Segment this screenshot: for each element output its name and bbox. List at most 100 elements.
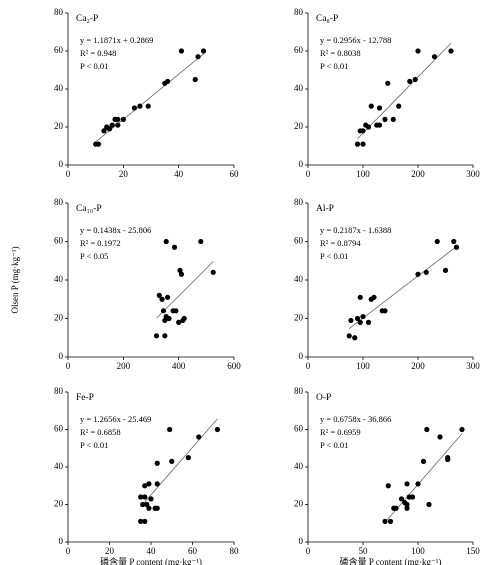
point xyxy=(198,238,204,245)
point xyxy=(451,238,457,245)
x-tick-label: 20 xyxy=(119,169,129,179)
point xyxy=(185,455,191,461)
point xyxy=(437,434,443,440)
point xyxy=(387,518,394,524)
point xyxy=(415,481,421,487)
point xyxy=(368,103,374,109)
annotation: R² = 0.8038 xyxy=(320,48,361,58)
x-tick-label: 60 xyxy=(188,546,198,556)
x-tick-label: 150 xyxy=(466,546,480,556)
point xyxy=(169,458,175,464)
point xyxy=(360,141,366,147)
point xyxy=(459,426,465,433)
x-tick-label: 60 xyxy=(230,169,240,179)
point xyxy=(376,105,383,111)
point xyxy=(404,501,410,508)
x-tick-label: 40 xyxy=(174,169,184,179)
point xyxy=(148,496,154,502)
x-tick-label: 100 xyxy=(356,361,370,371)
y-tick-label: 40 xyxy=(54,274,64,284)
point xyxy=(178,271,185,277)
point xyxy=(434,238,440,245)
point xyxy=(101,128,107,134)
panel-title: Fe-P xyxy=(76,393,94,403)
y-tick-label: 0 xyxy=(299,536,304,546)
y-tick-label: 0 xyxy=(299,351,304,361)
point xyxy=(365,124,372,130)
y-tick-label: 80 xyxy=(54,197,64,207)
point xyxy=(196,434,202,440)
point xyxy=(431,54,438,60)
point xyxy=(192,76,198,83)
trend-line xyxy=(349,246,457,329)
panel-title: Ca₁₀-P xyxy=(76,204,102,214)
point xyxy=(176,319,182,325)
point xyxy=(357,319,363,325)
point xyxy=(165,294,171,300)
y-tick-label: 0 xyxy=(299,159,304,169)
point xyxy=(393,505,399,511)
point xyxy=(352,335,358,341)
point xyxy=(142,494,148,500)
y-tick-label: 40 xyxy=(294,83,304,93)
point xyxy=(120,116,126,122)
point xyxy=(106,126,113,132)
point xyxy=(415,271,421,277)
annotation: R² = 0.1972 xyxy=(80,238,121,248)
y-tick-label: 20 xyxy=(294,313,304,323)
point xyxy=(396,103,402,109)
point xyxy=(360,313,366,320)
point xyxy=(115,116,121,122)
y-tick-label: 80 xyxy=(294,386,304,396)
point xyxy=(165,78,171,84)
point xyxy=(453,244,460,250)
annotation: P < 0.01 xyxy=(320,61,348,71)
point xyxy=(146,505,152,511)
y-tick-label: 20 xyxy=(294,499,304,509)
y-tick-label: 40 xyxy=(54,83,64,93)
point xyxy=(382,308,388,314)
trend-line xyxy=(156,261,214,319)
point xyxy=(95,141,102,147)
point xyxy=(365,319,372,325)
x-tick-label: 0 xyxy=(66,361,71,371)
point xyxy=(145,103,151,109)
x-tick-label: 0 xyxy=(66,169,71,179)
point xyxy=(382,518,388,524)
point xyxy=(371,294,377,300)
point xyxy=(404,505,410,511)
point xyxy=(426,501,432,508)
point xyxy=(195,54,201,60)
point xyxy=(346,333,352,339)
point xyxy=(360,128,366,134)
annotation: y = 1.2656x - 25.469 xyxy=(80,414,151,424)
y-tick-label: 80 xyxy=(294,7,304,17)
point xyxy=(178,48,185,54)
y-tick-label: 60 xyxy=(54,236,64,246)
panel-title: Al-P xyxy=(316,204,334,214)
point xyxy=(448,48,454,54)
point xyxy=(131,105,137,111)
point xyxy=(109,122,115,128)
point xyxy=(153,333,160,339)
x-tick-label: 0 xyxy=(66,546,71,556)
point xyxy=(138,518,144,524)
x-tick-label: 80 xyxy=(230,546,240,556)
x-tick-label: 400 xyxy=(172,361,186,371)
point xyxy=(156,292,162,298)
point xyxy=(407,78,413,84)
point xyxy=(142,483,148,489)
y-tick-label: 0 xyxy=(59,159,64,169)
y-tick-label: 0 xyxy=(59,351,64,361)
y-tick-label: 40 xyxy=(54,461,64,471)
point xyxy=(398,496,405,502)
x-tick-label: 40 xyxy=(147,546,157,556)
point xyxy=(162,333,168,339)
x-tick-label: 200 xyxy=(411,361,425,371)
point xyxy=(382,116,388,122)
point xyxy=(385,80,391,86)
y-tick-label: 60 xyxy=(54,424,64,434)
point xyxy=(354,315,361,322)
x-tick-label: 0 xyxy=(306,546,311,556)
y-tick-label: 40 xyxy=(294,274,304,284)
